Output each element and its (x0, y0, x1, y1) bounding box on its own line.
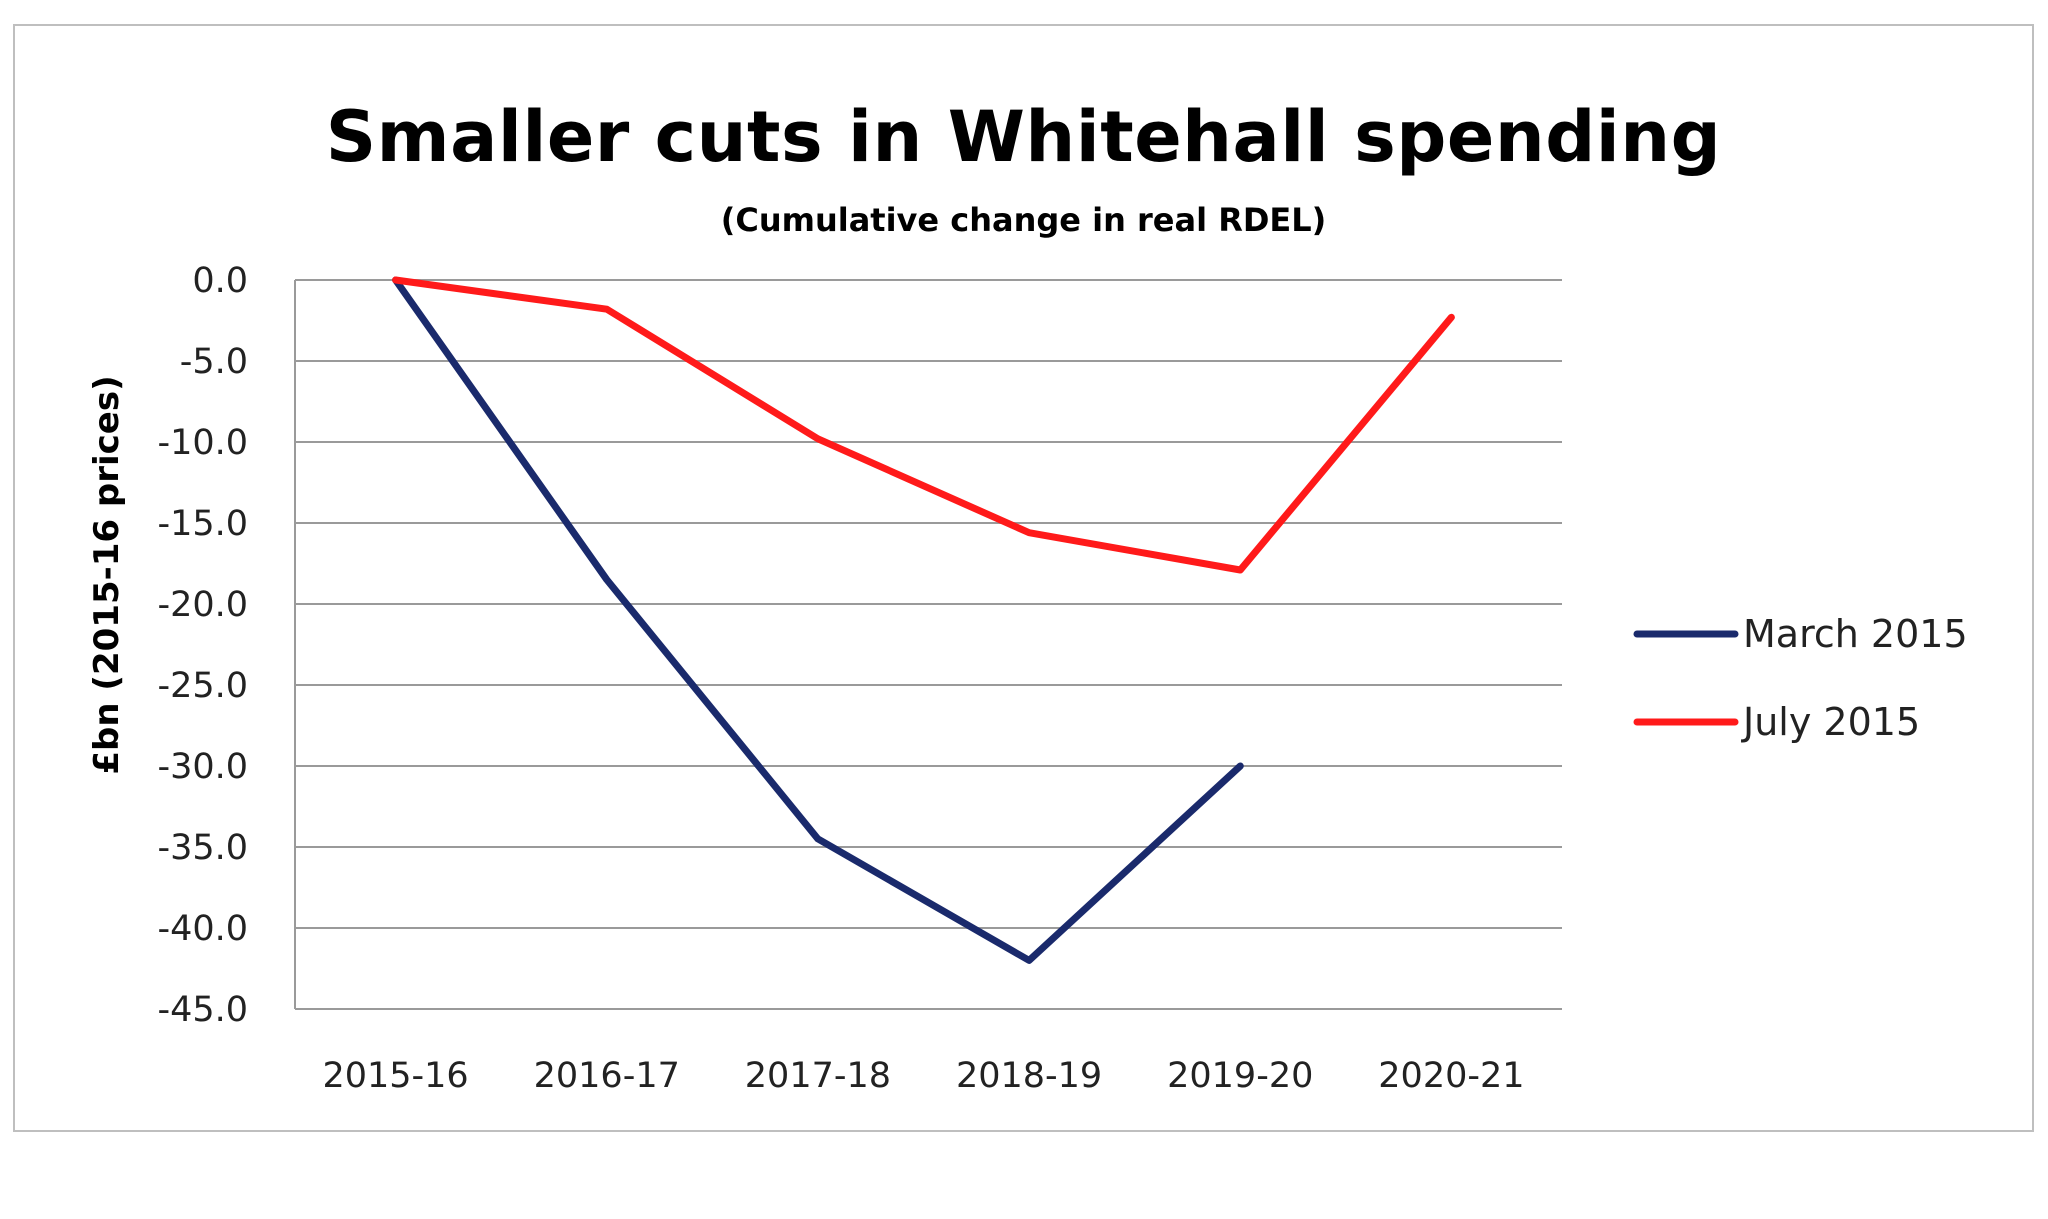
x-tick-label: 2018-19 (956, 1056, 1102, 1096)
legend-label-2: July 2015 (1741, 700, 1920, 744)
chart-title: Smaller cuts in Whitehall spending (325, 96, 1722, 178)
y-tick-label: -5.0 (180, 342, 248, 382)
x-tick-labels: 2015-16 2016-17 2017-18 2018-19 2019-20 2020-… (322, 1056, 1524, 1096)
series-lines (392, 276, 1455, 964)
y-tick-label: 0.0 (192, 261, 248, 301)
y-tick-label: -45.0 (157, 990, 248, 1030)
x-tick-label: 2019-20 (1167, 1056, 1313, 1096)
chart-subtitle: (Cumulative change in real RDEL) (720, 201, 1327, 239)
y-tick-label: -15.0 (157, 504, 248, 544)
legend: March 2015 July 2015 (1633, 612, 1968, 744)
y-tick-label: -10.0 (157, 423, 248, 463)
x-tick-label: 2020-21 (1378, 1056, 1524, 1096)
y-tick-label: -25.0 (157, 666, 248, 706)
x-tick-label: 2015-16 (322, 1056, 468, 1096)
x-tick-label: 2017-18 (745, 1056, 891, 1096)
y-tick-label: -40.0 (157, 909, 248, 949)
chart-frame: Smaller cuts in Whitehall spending (Cumu… (13, 24, 2034, 1132)
x-tick-label: 2016-17 (534, 1056, 680, 1096)
y-tick-labels: 0.0 -5.0 -10.0 -15.0 -20.0 -25.0 -30.0 -35.0 -40… (157, 261, 248, 1030)
y-axis-label: £bn (2015-16 prices) (87, 375, 127, 774)
y-tick-label: -20.0 (157, 585, 248, 625)
legend-label-1: March 2015 (1743, 612, 1968, 656)
series-line-1 (392, 276, 1244, 964)
series-line-2 (392, 276, 1455, 574)
y-tick-label: -35.0 (157, 828, 248, 868)
y-tick-label: -30.0 (157, 747, 248, 787)
